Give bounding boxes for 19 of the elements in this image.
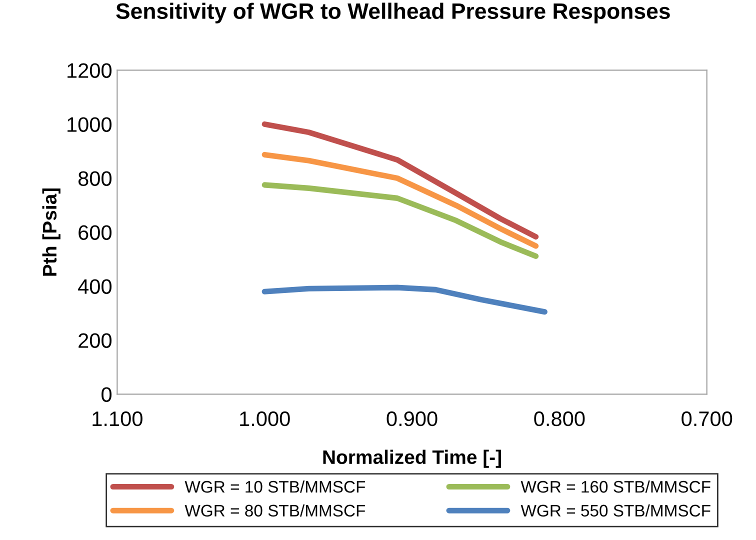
y-tick-label: 400 (78, 279, 112, 294)
x-tick-label: 0.800 (534, 411, 585, 426)
legend-label: WGR = 550 STB/MMSCF (520, 504, 710, 517)
x-tick-label: 0.900 (386, 411, 438, 426)
legend-label: WGR = 80 STB/MMSCF (184, 504, 366, 517)
y-tick-label: 800 (78, 171, 112, 186)
y-tick-label: 200 (78, 333, 112, 348)
y-tick-label: 600 (78, 225, 112, 240)
y-tick-label: 0 (102, 387, 112, 402)
x-axis-title: Normalized Time [-] (323, 450, 501, 468)
x-tick-label: 1.000 (240, 411, 290, 426)
y-tick-label: 1200 (68, 63, 112, 78)
x-tick-label: 1.100 (92, 411, 142, 426)
legend-label: WGR = 160 STB/MMSCF (520, 480, 710, 493)
x-tick-label: 0.700 (682, 411, 732, 426)
y-axis-title: Pth [Psia] (42, 188, 60, 276)
legend-label: WGR = 10 STB/MMSCF (184, 480, 366, 493)
y-tick-label: 1000 (68, 117, 112, 132)
chart-title: Sensitivity of WGR to Wellhead Pressure Responses (116, 2, 670, 24)
